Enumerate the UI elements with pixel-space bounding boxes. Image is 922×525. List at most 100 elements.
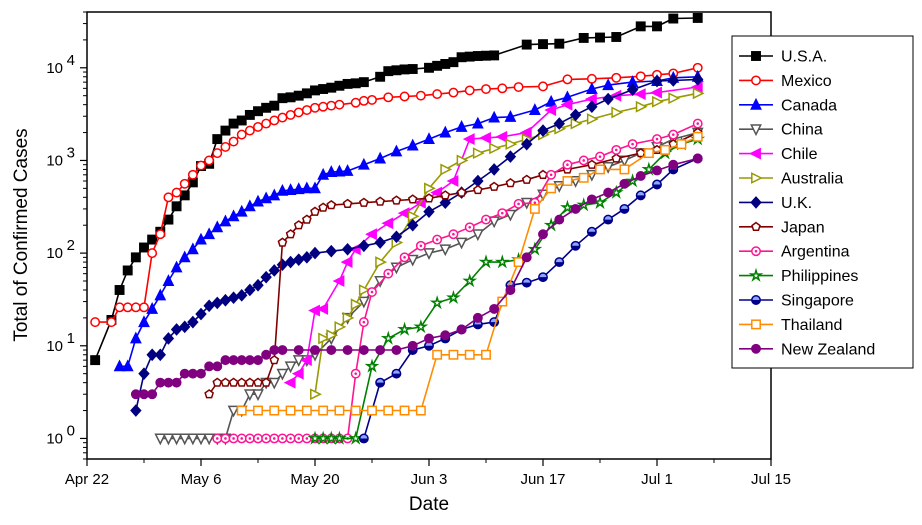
data-point-philippines <box>364 358 380 373</box>
legend-item-canada: Canada <box>739 97 837 114</box>
data-point-chile <box>544 104 557 116</box>
data-point-u-k <box>325 244 337 258</box>
data-point-thailand <box>562 176 573 186</box>
data-point-thailand <box>383 405 394 416</box>
data-point-singapore <box>538 272 548 283</box>
data-point-mexico <box>187 169 198 180</box>
data-point-japan <box>521 174 532 184</box>
data-point-canada <box>178 250 191 263</box>
data-point-argentina <box>652 134 662 145</box>
legend-marker-china <box>750 124 762 137</box>
data-point-chile <box>365 228 377 241</box>
data-point-australia <box>489 142 502 155</box>
data-point-australia <box>342 311 355 324</box>
data-point-singapore <box>554 257 565 268</box>
data-point-u-s-a <box>383 66 394 77</box>
legend-item-thailand: Thailand <box>739 317 842 334</box>
data-point-philippines <box>478 254 494 269</box>
data-point-mexico <box>586 73 597 84</box>
data-point-china <box>154 433 167 446</box>
data-point-chile <box>495 130 508 143</box>
y-tick-exponent: 1 <box>67 330 75 347</box>
data-point-argentina <box>236 433 247 444</box>
data-point-australia <box>310 388 322 401</box>
data-point-new-zealand <box>310 345 320 355</box>
data-point-thailand <box>367 405 377 416</box>
data-point-new-zealand <box>424 333 434 344</box>
data-point-argentina <box>692 118 703 129</box>
data-point-mexico <box>236 129 247 140</box>
data-point-chile <box>462 133 475 146</box>
data-point-singapore <box>570 240 581 251</box>
data-point-u-k <box>374 236 386 249</box>
x-tick-label: Jun 3 <box>411 471 448 488</box>
data-point-thailand <box>497 296 508 307</box>
y-tick-label: 10 <box>46 245 63 262</box>
data-point-u-k <box>138 367 150 380</box>
data-point-chile <box>479 132 491 144</box>
data-point-canada <box>121 359 134 372</box>
data-point-japan <box>310 206 320 216</box>
data-point-singapore <box>603 214 614 225</box>
data-point-argentina <box>464 222 475 233</box>
x-tick-label: Jul 1 <box>641 471 673 488</box>
data-point-u-k <box>553 117 565 130</box>
data-point-chile <box>291 367 304 380</box>
data-point-australia <box>424 182 436 195</box>
data-point-japan <box>538 169 548 179</box>
data-point-u-k <box>341 242 354 256</box>
data-point-mexico <box>130 302 141 313</box>
data-point-u-s-a <box>489 50 500 61</box>
data-point-u-s-a <box>90 355 101 366</box>
legend-marker-thailand <box>751 319 761 330</box>
data-point-u-s-a <box>538 39 548 50</box>
data-point-japan <box>342 198 353 209</box>
data-point-new-zealand <box>586 194 597 205</box>
data-point-u-s-a <box>652 21 662 32</box>
data-point-new-zealand <box>489 303 500 314</box>
data-point-mexico <box>253 121 263 132</box>
data-point-u-k <box>211 296 223 310</box>
data-point-thailand <box>513 257 524 268</box>
data-point-u-s-a <box>375 71 386 82</box>
data-point-argentina <box>481 214 491 225</box>
data-point-u-k <box>284 255 297 269</box>
data-point-japan <box>220 377 231 387</box>
data-point-mexico <box>269 115 280 126</box>
data-point-china <box>162 433 175 446</box>
data-point-mexico <box>90 317 101 328</box>
data-point-philippines <box>332 430 347 445</box>
data-point-thailand <box>546 183 557 194</box>
data-point-china <box>178 433 191 446</box>
data-point-canada <box>292 182 305 195</box>
legend-marker-canada <box>750 97 762 110</box>
data-point-canada <box>203 227 216 240</box>
data-point-canada <box>268 188 281 201</box>
data-point-u-s-a <box>334 80 345 91</box>
data-point-u-s-a <box>277 93 288 104</box>
legend-label-u-k: U.K. <box>781 195 812 212</box>
x-tick-label: May 6 <box>181 471 222 488</box>
data-point-chile <box>340 256 353 269</box>
data-point-canada <box>602 78 615 91</box>
x-axis-title: Date <box>409 494 449 515</box>
data-point-australia <box>505 138 518 151</box>
data-point-canada <box>243 199 256 212</box>
data-point-china <box>504 209 517 222</box>
series-line-china <box>160 131 698 440</box>
data-point-japan <box>269 355 280 365</box>
data-point-new-zealand <box>277 345 288 355</box>
data-point-argentina <box>415 240 426 251</box>
data-point-u-s-a <box>456 52 467 63</box>
data-point-mexico <box>310 102 320 113</box>
data-point-u-s-a <box>399 64 410 75</box>
data-point-australia <box>375 256 388 269</box>
data-point-australia <box>472 147 485 160</box>
data-point-new-zealand <box>139 389 149 400</box>
data-point-u-s-a <box>578 32 589 43</box>
data-point-argentina <box>383 268 394 279</box>
data-point-chile <box>397 207 410 220</box>
data-point-argentina <box>399 252 410 263</box>
data-point-australia <box>334 320 347 333</box>
data-point-australia <box>692 87 705 100</box>
